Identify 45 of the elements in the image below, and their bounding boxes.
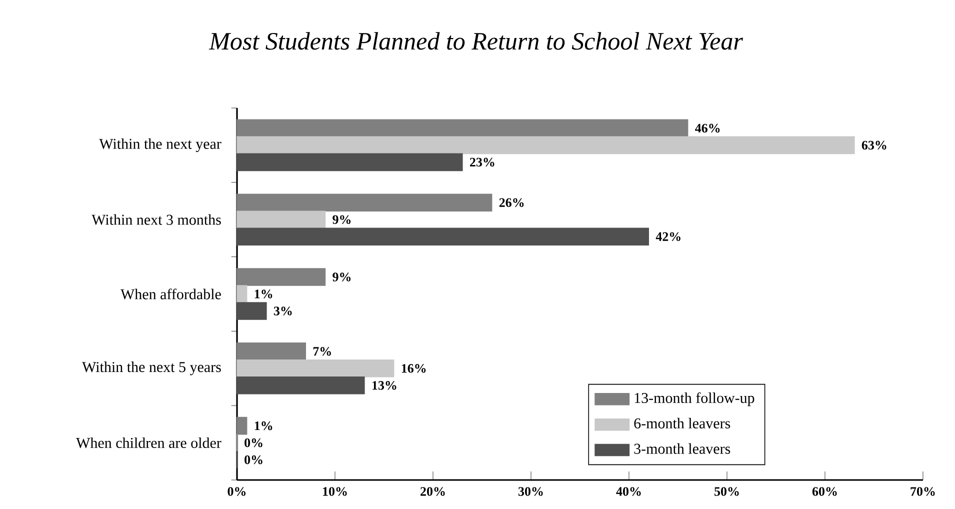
- bar: [236, 194, 492, 212]
- x-tick-label: 40%: [616, 487, 641, 496]
- data-label: 42%: [656, 232, 680, 241]
- bar: [236, 376, 365, 394]
- bar: [236, 136, 855, 154]
- bar: [236, 228, 649, 246]
- x-tick-label: 0%: [228, 487, 246, 496]
- data-label: 26%: [499, 198, 524, 207]
- data-label: 7%: [313, 347, 331, 356]
- data-label: 46%: [695, 124, 720, 133]
- data-label: 63%: [862, 140, 886, 150]
- data-label: 16%: [402, 364, 426, 373]
- legend-label: 13-month follow-up: [634, 392, 754, 406]
- y-tick-label: Within the next year: [99, 138, 222, 152]
- y-tick-label: When children are older: [76, 437, 222, 448]
- x-tick-label: 70%: [910, 487, 935, 496]
- x-tick-label: 30%: [518, 487, 543, 496]
- data-label: 9%: [332, 272, 351, 282]
- data-label: 1%: [254, 290, 272, 298]
- bar: [236, 359, 394, 378]
- bar: [236, 302, 267, 320]
- data-label: 0%: [244, 438, 262, 448]
- legend-label: 3-month leavers: [634, 443, 730, 454]
- x-tick-label: 10%: [323, 487, 347, 496]
- bar: [236, 268, 326, 286]
- y-tick-label: Within next 3 months: [92, 214, 221, 225]
- y-tick-label: When affordable: [120, 288, 221, 300]
- x-tick-label: 50%: [714, 487, 739, 496]
- bar: [236, 285, 248, 303]
- bar: [236, 342, 306, 360]
- data-label: 9%: [332, 215, 351, 224]
- bar: [236, 210, 326, 228]
- x-tick-label: 60%: [812, 487, 837, 496]
- data-label: 1%: [254, 421, 272, 430]
- data-label: 3%: [274, 306, 292, 316]
- legend-label: 6-month leavers: [634, 418, 730, 428]
- y-tick-label: Within the next 5 years: [82, 362, 221, 376]
- bar: [236, 416, 248, 435]
- data-label: 23%: [470, 158, 494, 167]
- bar: [236, 153, 463, 172]
- chart-title: Most Students Planned to Return to School Next Year: [208, 32, 743, 50]
- x-tick-label: 20%: [420, 487, 445, 496]
- data-label: 13%: [372, 381, 396, 390]
- data-label: 0%: [244, 455, 262, 464]
- bar: [236, 119, 688, 138]
